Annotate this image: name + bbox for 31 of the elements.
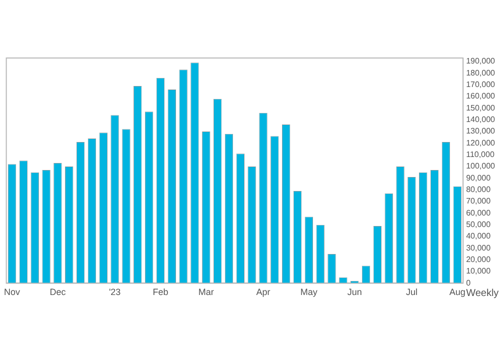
y-tick-label: 110,000 <box>466 150 495 160</box>
x-tick-label: Dec <box>50 287 66 298</box>
y-tick-label: 90,000 <box>466 173 492 182</box>
y-tick-label: 50,000 <box>466 220 492 230</box>
y-tick-label: 150,000 <box>466 103 496 112</box>
x-tick-label: May <box>300 287 318 298</box>
text: Weekly <box>466 288 499 299</box>
x-tick-label: '23 <box>108 287 121 298</box>
y-tick-label: 180,000 <box>466 68 496 78</box>
y-tick-label: 170,000 <box>466 80 496 90</box>
y-tick-label: 70,000 <box>466 196 492 206</box>
y-tick-label: 100,000 <box>466 162 496 171</box>
x-tick-label: Feb <box>152 287 168 298</box>
x-tick-label: Mar <box>198 287 214 298</box>
y-tick-label: 60,000 <box>466 208 492 218</box>
y-tick-label: 190,000 <box>466 56 496 66</box>
y-tick-label: 130,000 <box>466 126 496 136</box>
y-tick-label: 120,000 <box>466 138 496 148</box>
y-tick-label: 20,000 <box>466 255 492 264</box>
y-tick-label: 140,000 <box>466 115 496 124</box>
y-tick-label: 10,000 <box>466 266 492 276</box>
y-tick-label: 40,000 <box>466 232 492 241</box>
y-tick-label: 30,000 <box>466 243 492 252</box>
y-tick-label: 160,000 <box>466 92 496 101</box>
x-tick-label: Apr <box>256 287 270 298</box>
x-tick-label: Jul <box>406 287 418 298</box>
x-tick-label: Aug <box>449 287 466 298</box>
x-tick-label: Jun <box>347 287 362 298</box>
y-tick-label: 0 <box>466 278 472 288</box>
x-tick-label: Nov <box>4 287 21 298</box>
y-tick-label: 80,000 <box>466 185 492 194</box>
